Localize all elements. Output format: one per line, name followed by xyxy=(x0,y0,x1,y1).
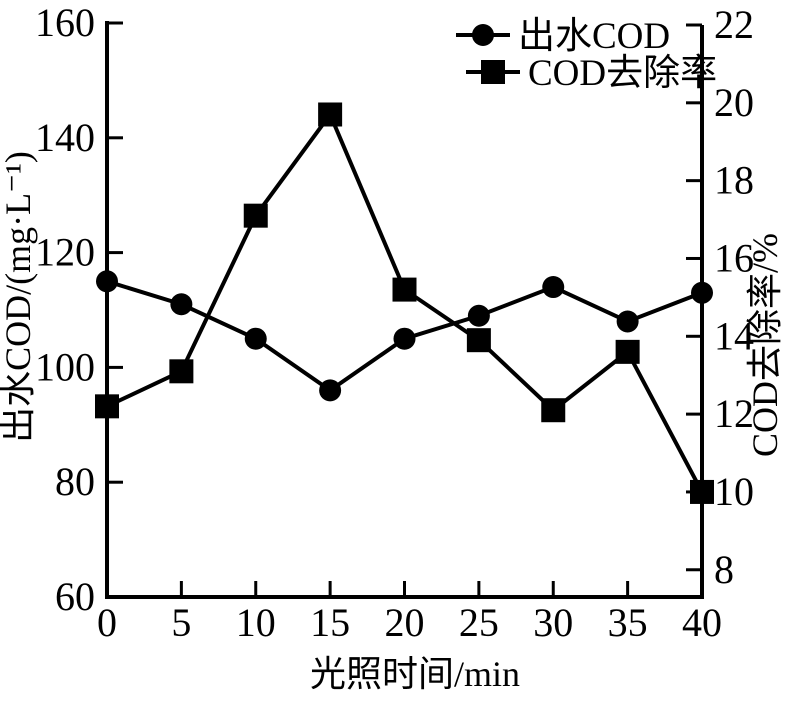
x-axis-tick-label: 35 xyxy=(608,600,648,645)
data-series xyxy=(95,102,714,504)
left-axis-tick-label: 160 xyxy=(35,0,95,45)
right-axis-tick-label: 20 xyxy=(714,80,754,125)
right-axis-ticks: 8 10 12 14 16 18 20 22 xyxy=(686,2,754,592)
right-axis-tick-label: 10 xyxy=(714,469,754,514)
y-left-axis-title: 出水COD/(mg·L⁻¹) xyxy=(0,151,38,443)
data-point-circle xyxy=(319,379,342,402)
left-axis-tick-label: 100 xyxy=(35,344,95,389)
y-right-axis-title: COD去除率/% xyxy=(745,233,785,457)
data-point-circle xyxy=(467,304,490,327)
data-point-circle xyxy=(393,327,416,350)
left-axis-ticks: 60 80 100 120 140 160 xyxy=(35,0,123,619)
legend-label-effluent-cod: 出水COD xyxy=(518,16,670,57)
x-axis-tick-label: 25 xyxy=(459,600,499,645)
left-axis-tick-label: 60 xyxy=(55,574,95,619)
data-point-circle xyxy=(244,327,267,350)
data-point-circle xyxy=(691,281,713,304)
legend: 出水COD COD去除率 xyxy=(456,16,717,94)
left-axis-tick-label: 140 xyxy=(35,115,95,160)
right-axis-tick-label: 12 xyxy=(714,391,754,436)
x-axis-tick-label: 10 xyxy=(236,600,276,645)
data-point-square xyxy=(615,339,640,364)
data-point-circle xyxy=(170,293,193,316)
right-axis-tick-label: 22 xyxy=(714,2,754,47)
series-line-cod-removal xyxy=(106,110,704,493)
left-axis-tick-label: 120 xyxy=(35,230,95,275)
legend-item-cod-removal: COD去除率 xyxy=(466,52,717,94)
x-axis-tick-label: 30 xyxy=(533,600,573,645)
data-point-square xyxy=(392,277,417,302)
data-point-square xyxy=(169,359,194,384)
data-point-square xyxy=(243,203,268,228)
right-axis-tick-label: 8 xyxy=(714,547,734,592)
data-point-circle xyxy=(96,270,118,293)
x-axis-tick-label: 0 xyxy=(97,600,117,645)
legend-circle-marker xyxy=(472,24,494,46)
data-point-square xyxy=(95,394,119,419)
left-axis-tick-label: 80 xyxy=(55,459,95,504)
right-axis-tick-label: 14 xyxy=(714,313,754,358)
x-axis-tick-label: 5 xyxy=(171,600,191,645)
x-axis-tick-label: 40 xyxy=(682,600,722,645)
legend-item-effluent-cod: 出水COD xyxy=(456,16,670,57)
data-point-circle xyxy=(616,310,639,333)
right-axis-tick-label: 16 xyxy=(714,235,754,280)
legend-label-cod-removal: COD去除率 xyxy=(528,52,717,94)
data-point-square xyxy=(541,398,566,423)
data-point-square xyxy=(690,479,714,504)
x-axis-tick-label: 15 xyxy=(310,600,350,645)
x-axis-tick-label: 20 xyxy=(385,600,425,645)
data-point-square xyxy=(318,102,343,127)
right-axis-tick-label: 18 xyxy=(714,158,754,203)
x-axis-title: 光照时间/min xyxy=(310,654,520,694)
data-point-square xyxy=(466,328,491,353)
legend-square-marker xyxy=(481,60,505,84)
data-point-circle xyxy=(542,276,565,299)
x-axis-ticks: 0 5 10 15 20 25 30 35 40 xyxy=(97,581,722,645)
